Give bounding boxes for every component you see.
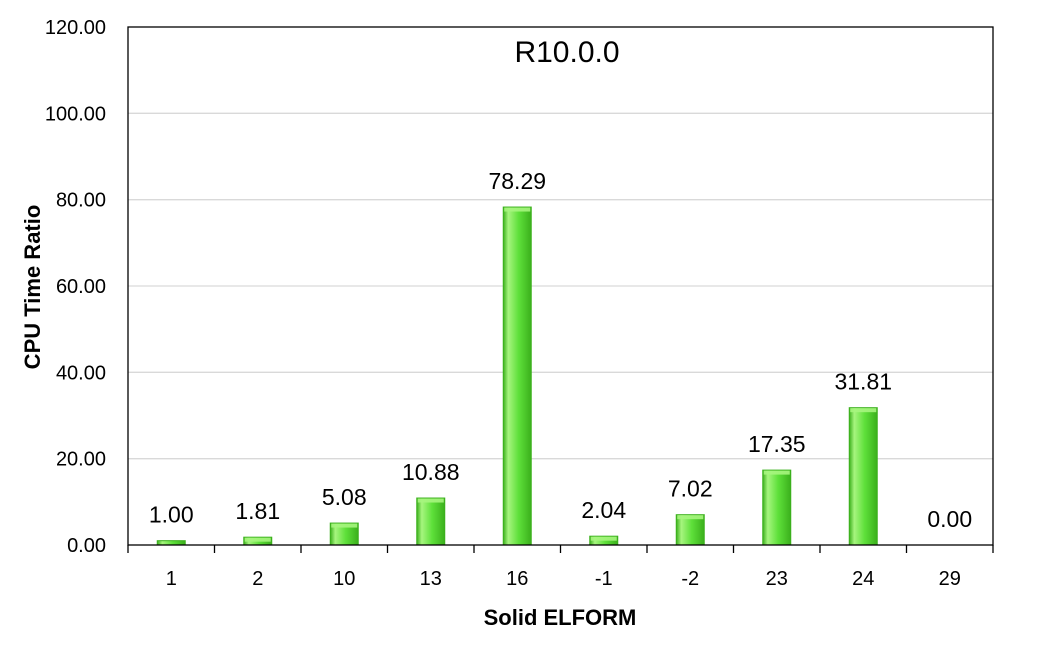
bar	[762, 469, 792, 546]
data-label: 31.81	[834, 369, 892, 395]
bar	[416, 497, 446, 546]
bar-bevel	[417, 498, 444, 503]
bar-bevel	[504, 207, 531, 212]
bar-body	[675, 514, 705, 546]
x-tick-label: -2	[681, 568, 699, 590]
data-label: 1.81	[235, 498, 280, 524]
data-label: 7.02	[668, 476, 713, 502]
data-label: 0.00	[927, 506, 972, 532]
data-label: 2.04	[581, 497, 626, 523]
y-tick-label: 80.00	[56, 190, 106, 212]
bar-bevel	[590, 536, 617, 541]
x-axis-title: Solid ELFORM	[484, 605, 637, 630]
data-label: 17.35	[748, 431, 806, 457]
x-tick-label: 1	[166, 568, 177, 590]
data-labels: 1.00 1.81 5.08 10.88 78.29 2.04 7.02 17.35 31.81…	[149, 168, 972, 532]
x-tick-label: 23	[766, 568, 788, 590]
y-tick-label: 40.00	[56, 362, 106, 384]
bars	[156, 206, 878, 546]
bar	[243, 536, 273, 546]
bar	[675, 514, 705, 546]
x-tick-label: 29	[939, 568, 961, 590]
y-tick-label: 20.00	[56, 449, 106, 471]
x-tick-label: 16	[506, 568, 528, 590]
bar	[589, 535, 619, 546]
chart-title: R10.0.0	[514, 36, 619, 69]
gridlines	[128, 112, 993, 460]
x-tick-labels: 1 2 10 13 16 -1 -2 23 24 29	[166, 568, 961, 590]
bar-bevel	[677, 515, 704, 520]
bar-body	[848, 407, 878, 546]
data-label: 5.08	[322, 484, 367, 510]
bar	[502, 206, 532, 546]
data-label: 10.88	[402, 459, 460, 485]
x-tick-label: -1	[595, 568, 613, 590]
bar-bevel	[850, 408, 877, 413]
bar-body	[762, 469, 792, 546]
data-label: 1.00	[149, 502, 194, 528]
y-tick-label: 60.00	[56, 276, 106, 298]
bar	[848, 407, 878, 546]
bar-body	[416, 497, 446, 546]
y-tick-label: 0.00	[67, 535, 106, 557]
y-tick-labels: 0.00 20.00 40.00 60.00 80.00 100.00 120.00	[45, 17, 106, 557]
bar-bevel	[763, 470, 790, 475]
bar-bevel	[331, 523, 358, 528]
data-label: 78.29	[488, 168, 546, 194]
y-tick-label: 120.00	[45, 17, 106, 39]
axes	[127, 26, 994, 553]
bar-body	[502, 206, 532, 546]
bar-bevel	[244, 537, 271, 542]
x-tick-label: 24	[852, 568, 874, 590]
y-tick-label: 100.00	[45, 103, 106, 125]
y-axis-title: CPU Time Ratio	[20, 205, 45, 370]
x-tick-label: 10	[333, 568, 355, 590]
bar	[329, 522, 359, 546]
x-tick-label: 2	[252, 568, 263, 590]
x-tick-label: 13	[420, 568, 442, 590]
